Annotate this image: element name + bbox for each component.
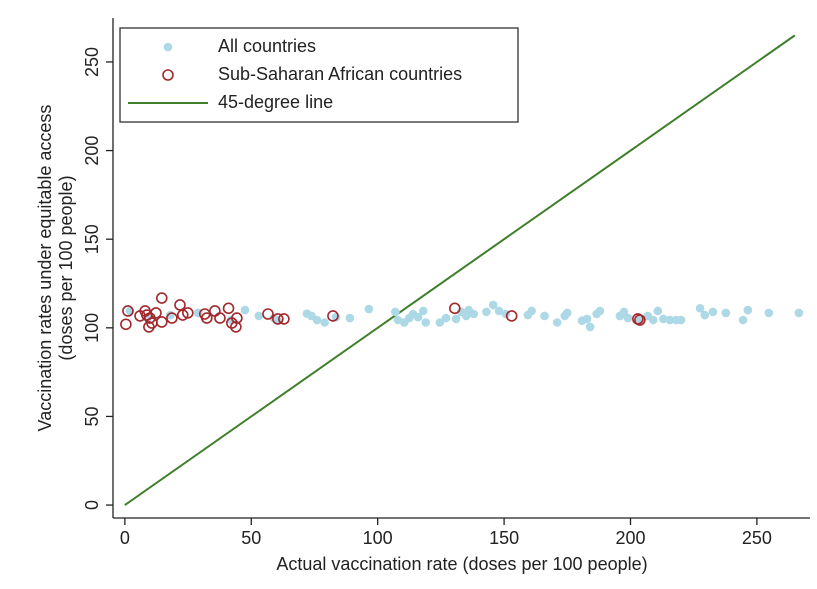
point [345,313,355,323]
point [176,309,189,321]
point [418,306,428,316]
x-tick-label: 0 [120,528,130,548]
point [150,307,162,319]
legend-label: 45-degree line [218,92,333,112]
point [222,302,235,315]
point [469,309,479,319]
point [653,306,663,316]
x-axis-label: Actual vaccination rate (doses per 100 p… [276,554,647,574]
y-tick-label: 100 [82,313,102,343]
point [391,307,400,317]
point [695,304,705,313]
point [449,302,461,315]
y-tick-label: 250 [82,47,102,77]
point [527,306,536,316]
point [155,292,168,304]
point [743,305,753,315]
y-axis-label: Vaccination rates under equitable access [35,105,55,432]
point [174,299,186,311]
point [721,308,731,318]
legend-marker [163,42,173,52]
point [240,305,250,315]
legend-label: Sub-Saharan African countries [218,64,462,84]
point [214,312,226,324]
point [182,307,194,319]
point [435,318,445,327]
point [327,310,339,322]
point [540,311,549,321]
point [659,314,668,324]
point [585,322,595,332]
x-tick-label: 150 [489,528,519,548]
legend-box [119,27,519,123]
point [700,310,710,320]
point [563,308,572,318]
point [794,308,804,318]
point [312,315,322,325]
y-tick-label: 200 [82,136,102,166]
point [166,312,178,324]
point [200,312,213,324]
point [421,318,431,327]
point [676,315,686,325]
point [155,316,168,328]
y-tick-label: 0 [82,500,102,510]
point [619,307,629,317]
point [120,318,132,331]
point [254,311,264,321]
y-tick-label: 50 [82,406,102,426]
point [488,300,498,310]
point [665,315,675,325]
point [494,306,504,316]
point [648,315,658,325]
y-tick-label: 150 [82,224,102,254]
point [764,308,774,318]
point [552,318,562,327]
x-tick-label: 200 [615,528,645,548]
point [451,314,461,324]
point [122,305,134,317]
x-tick-label: 50 [241,528,261,548]
point [231,312,243,324]
point [320,318,329,327]
legend-label: All countries [218,36,316,56]
point [230,321,242,333]
reference-line [124,34,796,506]
point [209,305,221,317]
point [738,315,748,325]
point [505,310,518,322]
point [364,304,374,314]
point [708,307,718,317]
point [482,307,491,317]
y-axis-label: (doses per 100 people) [56,175,76,360]
point [413,312,423,322]
legend-marker [162,69,174,81]
point [278,313,290,325]
legend: All countries Sub-Saharan African countri… [119,27,519,123]
point [441,313,451,323]
point [272,313,284,325]
point [634,314,646,326]
point [595,306,605,316]
point [582,314,592,324]
point [262,308,274,320]
x-tick-label: 250 [742,528,772,548]
x-tick-label: 100 [363,528,393,548]
point [623,313,633,323]
